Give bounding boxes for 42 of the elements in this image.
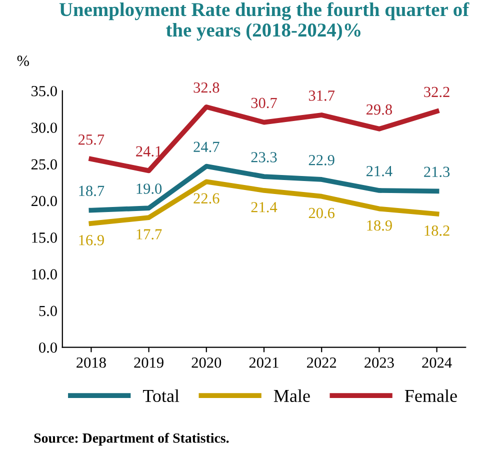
- chart-title: Unemployment Rate during the fourth quarter of the years (2018-2024)%: [59, 2, 470, 41]
- data-label: 23.3: [251, 152, 277, 162]
- data-label: 30.7: [251, 98, 277, 108]
- y-tick-label: 15.0: [32, 232, 57, 243]
- x-tick-label: 2020: [192, 357, 222, 368]
- data-label: 21.4: [366, 166, 392, 176]
- x-tick-label: 2021: [249, 357, 278, 368]
- y-tick-label: 30.0: [32, 122, 57, 133]
- y-tick-label: 25.0: [31, 159, 57, 170]
- data-label: 32.2: [424, 86, 450, 98]
- y-axis-title: %: [17, 56, 30, 66]
- data-label: 16.9: [79, 235, 104, 246]
- data-label: 19.0: [136, 184, 162, 194]
- data-label: 22.6: [194, 193, 220, 204]
- data-label: 21.4: [251, 202, 278, 212]
- y-tick-label: 20.0: [31, 196, 57, 206]
- y-tick-label: 0.0: [39, 342, 57, 353]
- data-label: 21.3: [424, 166, 450, 178]
- y-tick-label: 5.0: [39, 306, 57, 316]
- x-tick-label: 2023: [364, 357, 394, 368]
- data-label: 18.7: [79, 186, 104, 196]
- legend-label: Male: [274, 389, 310, 402]
- y-tick-label: 35.0: [32, 86, 57, 96]
- data-label: 20.6: [308, 208, 335, 218]
- source-note: Source: Department of Statistics.: [34, 432, 229, 446]
- x-tick-label: 2019: [134, 357, 164, 368]
- x-tick-label: 2018: [76, 357, 106, 368]
- data-label: 31.7: [308, 90, 335, 101]
- x-tick-label: 2022: [306, 357, 336, 368]
- data-label: 22.9: [308, 155, 334, 166]
- data-label: 18.2: [424, 225, 450, 236]
- data-label: 18.9: [367, 220, 392, 231]
- legend-label: Female: [404, 389, 457, 402]
- data-label: 29.8: [366, 104, 392, 115]
- x-tick-label: 2024: [422, 357, 452, 368]
- data-label: 24.1: [136, 146, 162, 157]
- legend-label: Total: [143, 389, 180, 402]
- data-label: 32.8: [194, 82, 220, 93]
- data-label: 24.7: [194, 142, 220, 152]
- data-label: 25.7: [78, 134, 104, 145]
- y-tick-label: 10.0: [32, 269, 57, 280]
- data-label: 17.7: [136, 229, 162, 240]
